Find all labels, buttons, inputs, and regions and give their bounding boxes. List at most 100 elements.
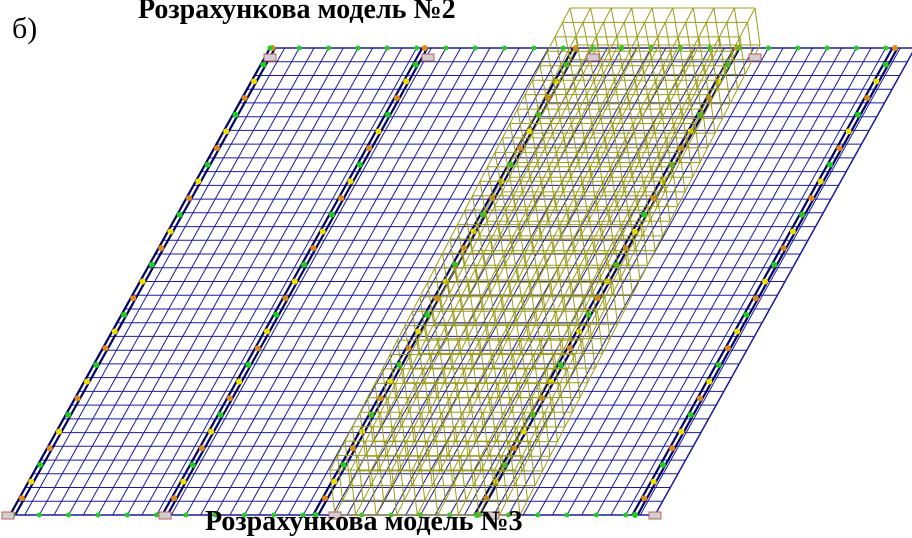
- node-marker: [678, 429, 684, 435]
- node-marker: [669, 445, 675, 451]
- node-marker: [892, 45, 898, 51]
- node-marker: [535, 513, 540, 518]
- node-marker: [424, 312, 430, 318]
- node-marker: [855, 112, 861, 118]
- support-icon: [649, 512, 661, 519]
- node-marker: [846, 128, 852, 134]
- node-marker: [331, 479, 337, 485]
- support-icon: [2, 512, 14, 519]
- support-icon: [587, 54, 599, 61]
- node-marker: [443, 46, 448, 51]
- node-marker: [268, 46, 273, 51]
- node-marker: [28, 479, 34, 485]
- node-marker: [561, 46, 566, 51]
- node-marker: [623, 513, 628, 518]
- node-marker: [753, 295, 759, 301]
- node-marker: [766, 46, 771, 51]
- node-marker: [96, 513, 101, 518]
- node-marker: [154, 513, 159, 518]
- node-marker: [112, 329, 118, 335]
- node-marker: [338, 195, 344, 201]
- node-marker: [883, 46, 888, 51]
- node-marker: [795, 46, 800, 51]
- node-marker: [473, 46, 478, 51]
- node-marker: [734, 329, 740, 335]
- node-marker: [186, 195, 192, 201]
- node-marker: [167, 229, 173, 235]
- node-marker: [818, 178, 824, 184]
- support-icon: [159, 512, 171, 519]
- node-marker: [799, 212, 805, 218]
- node-marker: [242, 95, 248, 101]
- node-marker: [385, 46, 390, 51]
- node-marker: [255, 345, 261, 351]
- node-marker: [322, 495, 328, 501]
- node-marker: [75, 395, 81, 401]
- node-marker: [660, 462, 666, 468]
- node-marker: [326, 46, 331, 51]
- node-marker: [102, 345, 108, 351]
- node-marker: [121, 312, 127, 318]
- node-marker: [688, 412, 694, 418]
- node-marker: [595, 295, 601, 301]
- support-icon: [749, 54, 761, 61]
- node-marker: [130, 295, 136, 301]
- support-icon: [264, 54, 276, 61]
- node-marker: [264, 329, 270, 335]
- node-marker: [394, 95, 400, 101]
- spatial-frame: [330, 8, 760, 515]
- node-marker: [65, 412, 71, 418]
- node-marker: [214, 145, 220, 151]
- node-marker: [781, 245, 787, 251]
- node-marker: [158, 245, 164, 251]
- node-marker: [310, 245, 316, 251]
- structural-model-diagram: [0, 0, 912, 524]
- node-marker: [706, 379, 712, 385]
- node-marker: [375, 128, 381, 134]
- node-marker: [651, 479, 657, 485]
- node-marker: [205, 162, 211, 168]
- node-marker: [558, 362, 564, 368]
- node-marker: [414, 46, 419, 51]
- node-marker: [743, 312, 749, 318]
- node-marker: [771, 262, 777, 268]
- node-marker: [641, 495, 647, 501]
- node-marker: [297, 46, 302, 51]
- node-marker: [883, 62, 889, 68]
- node-marker: [37, 462, 43, 468]
- node-marker: [56, 429, 62, 435]
- node-marker: [180, 479, 186, 485]
- node-marker: [283, 295, 289, 301]
- node-marker: [604, 279, 610, 285]
- node-marker: [502, 46, 507, 51]
- node-marker: [413, 62, 419, 68]
- node-marker: [864, 95, 870, 101]
- node-marker: [385, 112, 391, 118]
- node-marker: [292, 279, 298, 285]
- node-marker: [125, 513, 130, 518]
- node-marker: [245, 362, 251, 368]
- node-marker: [171, 495, 177, 501]
- node-marker: [190, 462, 196, 468]
- node-marker: [236, 379, 242, 385]
- node-marker: [725, 345, 731, 351]
- node-marker: [594, 513, 599, 518]
- node-marker: [251, 78, 257, 84]
- support-icon: [422, 54, 434, 61]
- node-marker: [19, 495, 25, 501]
- node-marker: [47, 445, 53, 451]
- node-marker: [84, 379, 90, 385]
- node-marker: [422, 45, 428, 51]
- node-marker: [183, 513, 188, 518]
- node-marker: [697, 395, 703, 401]
- node-marker: [37, 513, 42, 518]
- caption-bottom: Розрахункова модель №3: [205, 506, 523, 538]
- node-marker: [836, 145, 842, 151]
- node-marker: [357, 162, 363, 168]
- node-marker: [356, 46, 361, 51]
- node-marker: [565, 513, 570, 518]
- node-marker: [348, 178, 354, 184]
- node-marker: [873, 78, 879, 84]
- node-marker: [93, 362, 99, 368]
- node-marker: [273, 312, 279, 318]
